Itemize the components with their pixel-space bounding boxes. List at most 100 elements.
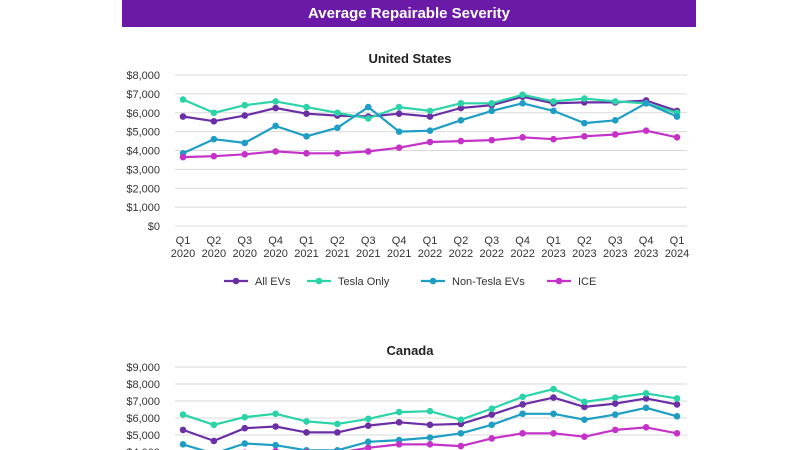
- us-point-non-tesla-evs: [364, 103, 372, 111]
- ca-point-ice: [364, 444, 372, 450]
- ca-point-all-evs: [642, 395, 650, 402]
- us-point-tesla-only: [395, 103, 403, 111]
- legend-label-ice: ICE: [578, 276, 596, 288]
- ca-y-tick-label: $8,000: [126, 379, 160, 391]
- ca-y-tick-label: $9,000: [126, 362, 160, 374]
- us-x-tick-label: Q1 2023: [541, 235, 565, 260]
- us-point-non-tesla-evs: [210, 135, 218, 143]
- us-point-ice: [395, 144, 403, 151]
- ca-point-ice: [642, 424, 650, 431]
- ca-point-non-tesla-evs: [272, 441, 279, 449]
- us-point-tesla-only: [241, 101, 249, 109]
- ca-point-tesla-only: [241, 413, 249, 421]
- ca-point-non-tesla-evs: [488, 421, 496, 429]
- us-point-tesla-only: [210, 109, 218, 117]
- us-x-tick-label: Q4 2021: [387, 235, 411, 260]
- us-point-tesla-only: [488, 100, 496, 107]
- us-point-tesla-only: [179, 96, 187, 103]
- us-point-non-tesla-evs: [334, 124, 341, 132]
- ca-point-all-evs: [519, 401, 526, 408]
- ca-point-tesla-only: [210, 421, 218, 429]
- us-point-ice: [179, 153, 187, 161]
- legend-marker-all-evs: [232, 277, 240, 285]
- us-point-tesla-only: [426, 107, 434, 115]
- us-y-tick-label: $3,000: [126, 164, 160, 176]
- ca-point-non-tesla-evs: [642, 404, 650, 412]
- us-point-non-tesla-evs: [611, 117, 619, 124]
- ca-point-tesla-only: [519, 393, 526, 401]
- us-point-non-tesla-evs: [241, 139, 249, 147]
- ca-point-ice: [395, 441, 403, 448]
- us-x-tick-label: Q4 2020: [263, 235, 287, 260]
- us-point-ice: [426, 138, 434, 146]
- ca-point-all-evs: [272, 423, 279, 430]
- us-point-all-evs: [179, 113, 187, 120]
- us-point-non-tesla-evs: [303, 133, 310, 140]
- ca-point-non-tesla-evs: [241, 440, 249, 447]
- ca-point-tesla-only: [673, 395, 681, 402]
- ca-point-tesla-only: [426, 407, 434, 415]
- ca-point-all-evs: [673, 401, 681, 408]
- us-point-ice: [488, 136, 496, 144]
- legend-label-tesla-only: Tesla Only: [338, 276, 390, 288]
- us-x-tick-label: Q1 2024: [665, 235, 689, 260]
- us-point-tesla-only: [457, 100, 465, 107]
- ca-point-ice: [426, 441, 434, 448]
- us-point-non-tesla-evs: [673, 113, 681, 120]
- us-point-tesla-only: [303, 103, 310, 111]
- us-point-ice: [303, 150, 310, 157]
- ca-point-all-evs: [488, 411, 496, 418]
- ca-point-non-tesla-evs: [179, 441, 187, 448]
- ca-point-tesla-only: [581, 398, 588, 406]
- us-y-tick-label: $6,000: [126, 108, 160, 120]
- ca-point-tesla-only: [303, 418, 310, 425]
- ca-point-ice: [611, 426, 619, 434]
- us-x-tick-label: Q1 2022: [418, 235, 442, 260]
- ca-point-non-tesla-evs: [581, 416, 588, 424]
- us-point-tesla-only: [519, 91, 526, 99]
- us-point-all-evs: [241, 112, 249, 119]
- us-x-tick-label: Q3 2020: [233, 235, 257, 260]
- us-x-tick-label: Q1 2020: [171, 235, 195, 260]
- us-point-ice: [272, 148, 279, 155]
- us-point-non-tesla-evs: [519, 100, 526, 107]
- ca-y-tick-label: $7,000: [126, 396, 160, 408]
- ca-point-non-tesla-evs: [673, 413, 681, 420]
- us-y-tick-label: $4,000: [126, 146, 160, 158]
- ca-point-all-evs: [611, 400, 619, 407]
- us-x-tick-label: Q2 2020: [202, 235, 226, 260]
- us-point-all-evs: [303, 110, 310, 117]
- us-point-tesla-only: [550, 98, 557, 105]
- ca-point-ice: [272, 447, 279, 450]
- us-point-ice: [457, 137, 465, 145]
- ca-point-tesla-only: [457, 416, 465, 424]
- us-y-tick-label: $8,000: [126, 70, 160, 82]
- ca-point-all-evs: [334, 429, 341, 436]
- legend-label-all-evs: All EVs: [255, 276, 291, 288]
- ca-point-tesla-only: [179, 411, 187, 418]
- legend-marker-tesla-only: [315, 277, 323, 285]
- us-x-tick-label: Q4 2023: [634, 235, 658, 260]
- ca-chart-title: Canada: [387, 343, 435, 358]
- us-x-tick-label: Q3 2021: [356, 235, 380, 260]
- ca-point-all-evs: [303, 429, 310, 436]
- ca-point-non-tesla-evs: [334, 447, 341, 450]
- us-x-tick-label: Q4 2022: [510, 235, 534, 260]
- us-point-ice: [334, 150, 341, 157]
- ca-y-tick-label: $6,000: [126, 413, 160, 425]
- us-y-tick-label: $1,000: [126, 202, 160, 214]
- ca-point-ice: [550, 430, 557, 437]
- us-point-all-evs: [457, 104, 465, 112]
- ca-point-tesla-only: [272, 410, 279, 418]
- ca-point-ice: [673, 430, 681, 437]
- ca-point-tesla-only: [611, 394, 619, 401]
- us-x-tick-label: Q3 2022: [480, 235, 504, 260]
- ca-point-all-evs: [550, 394, 557, 401]
- us-point-ice: [364, 148, 372, 155]
- us-point-all-evs: [395, 110, 403, 117]
- us-point-non-tesla-evs: [426, 127, 434, 134]
- legend-marker-non-tesla-evs: [429, 277, 437, 285]
- us-x-tick-label: Q2 2023: [572, 235, 596, 260]
- us-x-tick-label: Q2 2021: [325, 235, 349, 260]
- us-point-non-tesla-evs: [488, 107, 496, 115]
